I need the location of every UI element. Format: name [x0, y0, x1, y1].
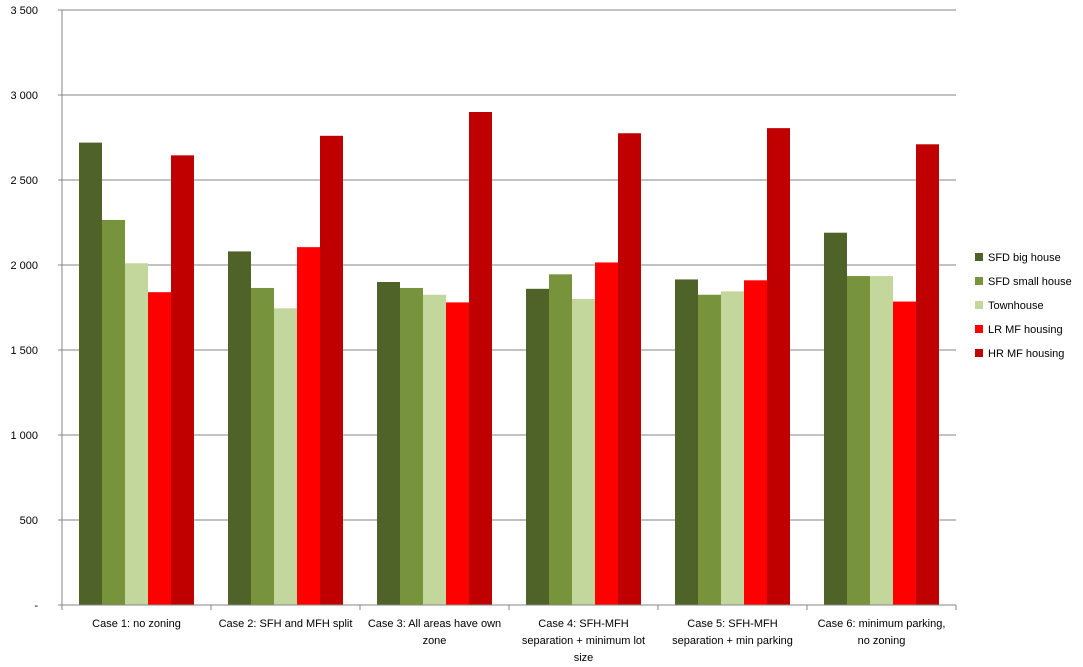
- bar-sfd-small-house: [102, 219, 125, 605]
- y-tick-label: 1 000: [10, 430, 38, 442]
- legend-swatch: [975, 349, 983, 357]
- bar-sfd-small-house: [698, 294, 721, 605]
- bar-townhouse: [721, 291, 744, 605]
- bar-hr-mf-housing: [767, 128, 790, 605]
- x-tick-label: no zoning: [858, 635, 906, 647]
- legend-swatch: [975, 277, 983, 285]
- y-tick-label: 2 000: [10, 260, 38, 272]
- legend: SFD big house SFD small house Townhouse LR …: [975, 252, 1072, 360]
- legend-swatch: [975, 301, 983, 309]
- bar-sfd-small-house: [847, 276, 870, 605]
- bar-hr-mf-housing: [916, 144, 939, 606]
- bar-lr-mf-housing: [893, 301, 916, 605]
- x-tick-label: separation + min parking: [672, 635, 793, 647]
- y-tick-label: 2 500: [10, 175, 38, 187]
- bars: [79, 112, 939, 606]
- y-tick-label: 3 000: [10, 90, 38, 102]
- bar-lr-mf-housing: [148, 292, 171, 605]
- bar-townhouse: [274, 308, 297, 605]
- bar-lr-mf-housing: [744, 280, 767, 605]
- bar-hr-mf-housing: [469, 112, 492, 605]
- bar-lr-mf-housing: [446, 302, 469, 605]
- legend-label: SFD big house: [988, 252, 1061, 264]
- legend-swatch: [975, 253, 983, 261]
- x-tick-label: Case 1: no zoning: [92, 618, 181, 630]
- bar-lr-mf-housing: [595, 262, 618, 605]
- x-tick-label: Case 6: minimum parking,: [818, 618, 946, 630]
- legend-label: HR MF housing: [988, 348, 1064, 360]
- y-tick-label: 1 500: [10, 345, 38, 357]
- x-tick-label: Case 3: All areas have own: [368, 618, 501, 630]
- x-tick-label: Case 4: SFH-MFH: [538, 618, 629, 630]
- bar-townhouse: [870, 276, 893, 605]
- bar-lr-mf-housing: [297, 247, 320, 605]
- bar-sfd-small-house: [549, 274, 572, 605]
- bar-sfd-big-house: [79, 142, 102, 605]
- legend-label: LR MF housing: [988, 324, 1063, 336]
- bar-sfd-big-house: [824, 232, 847, 605]
- legend-swatch: [975, 325, 983, 333]
- bar-sfd-big-house: [675, 279, 698, 605]
- x-tick-label: separation + minimum lot: [522, 635, 645, 647]
- bar-hr-mf-housing: [171, 155, 194, 605]
- bar-sfd-big-house: [526, 288, 549, 605]
- bar-townhouse: [125, 263, 148, 605]
- y-tick-label: -: [34, 600, 38, 612]
- bar-hr-mf-housing: [618, 133, 641, 605]
- bar-sfd-big-house: [228, 251, 251, 605]
- bar-sfd-big-house: [377, 282, 400, 605]
- legend-label: Townhouse: [988, 300, 1044, 312]
- gridlines: [62, 9, 956, 521]
- bar-sfd-small-house: [251, 287, 274, 605]
- y-axis: - 500 1 000 1 500 2 000 2 500 3 000 3 500: [10, 5, 63, 612]
- bar-townhouse: [423, 294, 446, 605]
- bar-hr-mf-housing: [320, 135, 343, 606]
- bar-sfd-small-house: [400, 287, 423, 605]
- y-tick-label: 3 500: [10, 5, 38, 17]
- bar-townhouse: [572, 299, 595, 605]
- legend-label: SFD small house: [988, 276, 1072, 288]
- x-tick-label: zone: [423, 635, 447, 647]
- x-tick-label: Case 5: SFH-MFH: [687, 618, 778, 630]
- x-axis: Case 1: no zoning Case 2: SFH and MFH spl…: [61, 604, 957, 664]
- x-tick-label: Case 2: SFH and MFH split: [219, 618, 353, 630]
- x-tick-label: size: [574, 652, 594, 664]
- y-tick-label: 500: [20, 515, 38, 527]
